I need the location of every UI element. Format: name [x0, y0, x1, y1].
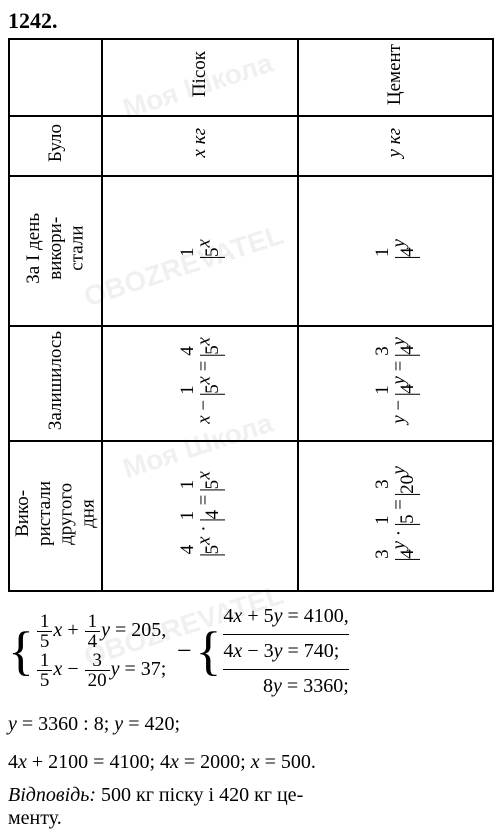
solve-line-2: 4x + 2100 = 4100; 4x = 2000; x = 500.: [8, 746, 494, 778]
row-header-2: Залишилось: [9, 326, 102, 441]
cell-cement-2: y − 14y = 34y: [298, 326, 493, 441]
solution-table: Пісок Цемент Було x кг y кг За I деньвик…: [8, 38, 494, 592]
cell-sand-0: x кг: [102, 116, 297, 176]
row-header-0: Було: [9, 116, 102, 176]
row-header-3: Вико-ристалидругогодня: [9, 441, 102, 591]
col-header-sand: Пісок: [102, 39, 297, 116]
col-header-cement: Цемент: [298, 39, 493, 116]
problem-number: 1242.: [8, 8, 494, 34]
cell-cement-0: y кг: [298, 116, 493, 176]
solve-line-1: y = 3360 : 8; y = 420;: [8, 708, 494, 740]
cell-cement-3: 34y · 15 = 320y: [298, 441, 493, 591]
answer: Відповідь: 500 кг піску і 420 кг це-мент…: [8, 784, 494, 830]
cell-sand-3: 45x · 14 = 15x: [102, 441, 297, 591]
corner-cell: [9, 39, 102, 116]
answer-label: Відповідь:: [8, 784, 96, 806]
cell-sand-2: x − 15x = 45x: [102, 326, 297, 441]
row-header-1: За I деньвикори-стали: [9, 176, 102, 326]
system-equations: { 15x + 14y = 205, 15x − 320y = 37; − { …: [8, 600, 494, 702]
cell-cement-1: 14y: [298, 176, 493, 326]
cell-sand-1: 15x: [102, 176, 297, 326]
